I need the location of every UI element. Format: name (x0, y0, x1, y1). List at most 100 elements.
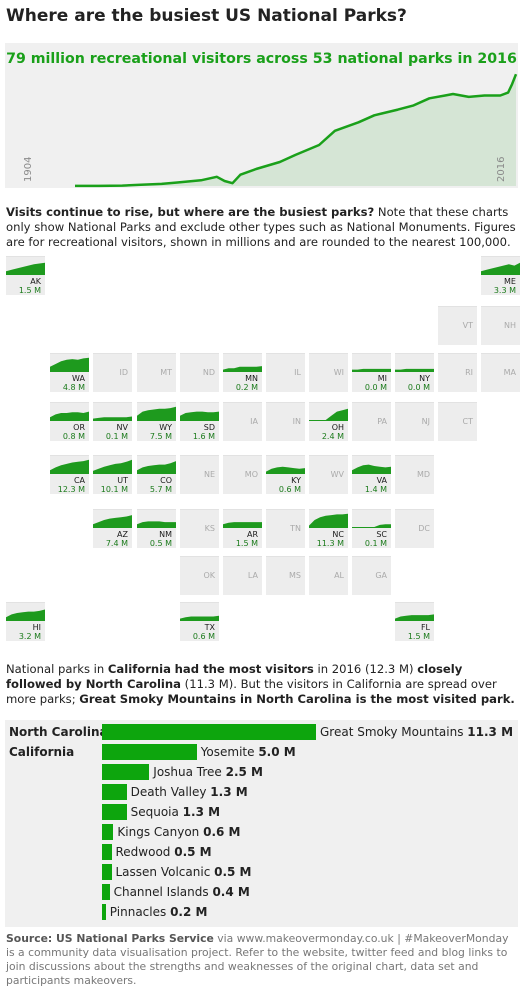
state-sparkline (352, 368, 391, 372)
state-tile-ms: MS (266, 556, 305, 595)
state-abbr: ID (119, 368, 128, 377)
state-tile-la: LA (223, 556, 262, 595)
state-sparkline-area (6, 609, 45, 620)
summary-bold: Great Smoky Mountains in North Carolina … (79, 692, 515, 706)
state-sparkline (395, 368, 434, 372)
park-bar (102, 824, 114, 840)
state-tile-wa: WA 4.8 M (50, 353, 89, 392)
state-abbr: OK (203, 571, 215, 580)
state-abbr: CO (160, 476, 172, 485)
summary-bold: had the most visitors (174, 662, 314, 676)
state-abbr: TN (290, 524, 301, 533)
state-abbr: HI (32, 623, 41, 632)
state-sparkline-area (395, 368, 434, 371)
park-name: Great Smoky Mountains (320, 725, 468, 739)
state-sparkline (50, 459, 89, 474)
park-value: 11.3 M (467, 725, 514, 739)
state-tile-wv: WV (309, 455, 348, 494)
state-sparkline (137, 406, 176, 421)
state-abbr: PA (377, 417, 387, 426)
total-visitors-headline: 79 million recreational visitors across … (6, 51, 517, 67)
state-sparkline (352, 524, 391, 528)
park-bar-label: Redwood 0.5 M (116, 844, 212, 860)
state-sparkline-area (137, 406, 176, 420)
state-tile-mi: MI 0.0 M (352, 353, 391, 392)
state-abbr: MA (503, 368, 516, 377)
state-tile-sc: SC 0.1 M (352, 509, 391, 548)
state-abbr: KS (204, 524, 215, 533)
state-tile-or: OR 0.8 M (50, 402, 89, 441)
state-abbr: AK (30, 277, 41, 286)
state-sparkline-area (137, 521, 176, 527)
state-tile-nd: ND (180, 353, 219, 392)
state-tile-pa: PA (352, 402, 391, 441)
state-abbr: AR (246, 530, 258, 539)
state-abbr: VT (462, 321, 473, 330)
state-sparkline (352, 464, 391, 474)
state-sparkline-area (50, 459, 89, 473)
park-bar (102, 864, 112, 880)
park-name: Yosemite (200, 745, 259, 759)
state-abbr: VA (376, 476, 387, 485)
state-abbr: FL (420, 623, 430, 632)
state-sparkline-area (481, 262, 520, 274)
state-visitors-value: 0.6 M (278, 485, 301, 494)
state-sparkline (309, 513, 348, 528)
state-sparkline (223, 522, 262, 528)
state-abbr: NH (504, 321, 516, 330)
state-sparkline-area (6, 262, 45, 274)
state-abbr: RI (465, 368, 473, 377)
park-bar-label: Death Valley 1.3 M (131, 784, 248, 800)
state-abbr: MN (245, 374, 258, 383)
state-sparkline-area (352, 464, 391, 473)
park-bar-label: Pinnacles 0.2 M (110, 904, 208, 920)
state-tile-vt: VT (438, 306, 477, 345)
state-abbr: ND (202, 368, 215, 377)
state-tile-ut: UT 10.1 M (93, 455, 132, 494)
state-tile-ok: OK (180, 556, 219, 595)
state-sparkline-area (266, 466, 305, 473)
state-tile-ne: NE (180, 455, 219, 494)
state-visitors-value: 0.8 M (62, 432, 85, 441)
state-tile-va: VA 1.4 M (352, 455, 391, 494)
park-name: Lassen Volcanic (115, 865, 215, 879)
state-tile-me: ME 3.3 M (481, 256, 520, 295)
state-visitors-value: 0.0 M (407, 383, 430, 392)
state-tile-ky: KY 0.6 M (266, 455, 305, 494)
park-bar-label: Channel Islands 0.4 M (114, 884, 250, 900)
state-tile-il: IL (266, 353, 305, 392)
state-abbr: MT (160, 368, 172, 377)
park-value: 5.0 M (258, 745, 296, 759)
state-tile-id: ID (93, 353, 132, 392)
state-abbr: IL (294, 368, 301, 377)
state-sparkline (223, 366, 262, 372)
state-tile-nc: NC 11.3 M (309, 509, 348, 548)
total-visitors-area-chart (75, 73, 518, 188)
state-tile-az: AZ 7.4 M (93, 509, 132, 548)
state-tile-tn: TN (266, 509, 305, 548)
park-name: Redwood (115, 845, 175, 859)
park-value: 2.5 M (225, 765, 264, 779)
state-tile-ca: CA 12.3 M (50, 455, 89, 494)
state-abbr: NJ (421, 417, 430, 426)
state-abbr: CT (462, 417, 473, 426)
state-visitors-value: 1.5 M (235, 539, 258, 548)
summary-text: in 2016 (12.3 M) (313, 662, 418, 676)
park-bar (102, 784, 127, 800)
state-sparkline-area (93, 459, 132, 473)
state-sparkline (266, 466, 305, 474)
state-sparkline-area (223, 522, 262, 527)
intro-paragraph: Visits continue to rise, but where are t… (6, 205, 518, 250)
summary-bold: closely followed by North Carolina (6, 662, 463, 691)
state-tile-ia: IA (223, 402, 262, 441)
state-tile-mt: MT (137, 353, 176, 392)
state-sparkline (50, 357, 89, 372)
state-sparkline-area (93, 515, 132, 527)
state-abbr: MI (377, 374, 387, 383)
state-abbr: WA (72, 374, 85, 383)
summary-text: (11.3 M). But the visitors in California… (6, 677, 497, 706)
state-visitors-value: 0.6 M (192, 632, 215, 641)
state-sparkline-area (50, 411, 89, 420)
park-bar (102, 904, 106, 920)
state-sparkline (93, 515, 132, 528)
